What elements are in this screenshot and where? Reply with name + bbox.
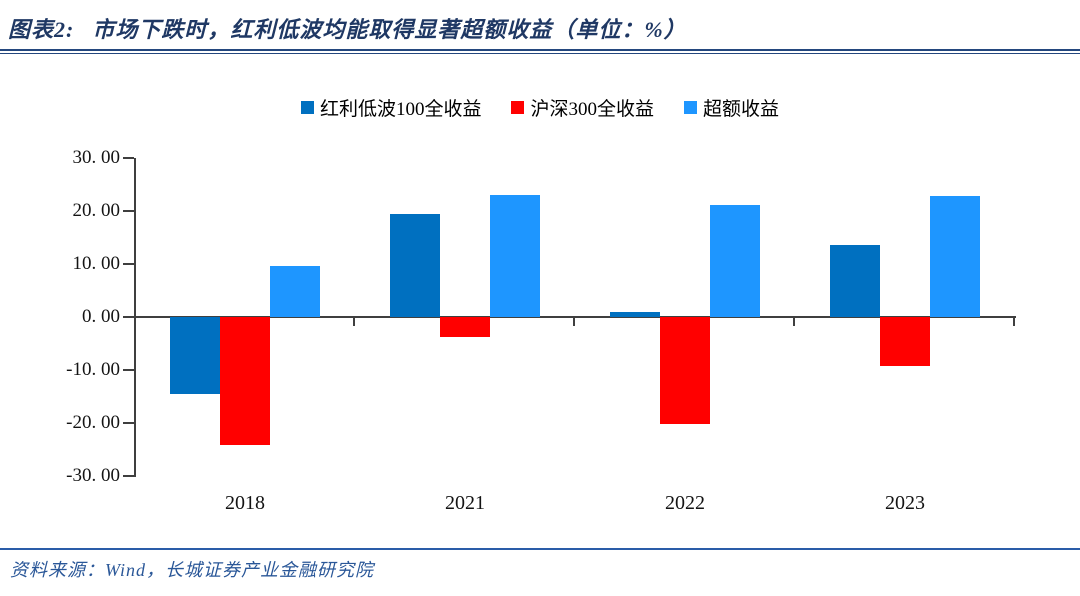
category-tick bbox=[1013, 317, 1015, 326]
bar-超额收益-2023 bbox=[930, 195, 980, 317]
category-tick bbox=[353, 317, 355, 326]
source-note: 资料来源：Wind，长城证券产业金融研究院 bbox=[10, 560, 375, 580]
x-tick-label: 2021 bbox=[445, 492, 485, 514]
bar-超额收益-2022 bbox=[710, 205, 760, 317]
y-axis-tick bbox=[123, 369, 134, 371]
legend-item-excess-return: 超额收益 bbox=[684, 94, 779, 121]
x-tick-label: 2023 bbox=[885, 492, 925, 514]
y-tick-label: 30. 00 bbox=[72, 147, 121, 168]
bar-超额收益-2021 bbox=[490, 194, 540, 317]
figure-title: 图表2: 市场下跌时，红利低波均能取得显著超额收益（单位：%） bbox=[8, 12, 1068, 44]
category-tick bbox=[793, 317, 795, 326]
x-tick-label: 2022 bbox=[665, 492, 705, 514]
y-axis-tick bbox=[123, 316, 134, 318]
chart-legend: 红利低波100全收益 沪深300全收益 超额收益 bbox=[0, 94, 1080, 121]
y-tick-label: 0. 00 bbox=[82, 306, 120, 327]
legend-label-excess-return: 超额收益 bbox=[703, 99, 780, 120]
bar-沪深300全收益-2018 bbox=[220, 317, 270, 446]
y-axis-tick bbox=[123, 475, 134, 477]
y-tick-label: -10. 00 bbox=[66, 359, 120, 380]
bar-沪深300全收益-2021 bbox=[440, 317, 490, 337]
y-axis-tick bbox=[123, 422, 134, 424]
category-tick bbox=[573, 317, 575, 326]
legend-label-dividend-lowvol: 红利低波100全收益 bbox=[319, 99, 482, 120]
y-axis-tick bbox=[123, 210, 134, 212]
bar-超额收益-2018 bbox=[270, 265, 320, 317]
figure-title-text: 市场下跌时，红利低波均能取得显著超额收益（单位：%） bbox=[92, 17, 687, 42]
bar-沪深300全收益-2022 bbox=[660, 317, 710, 425]
legend-swatch-dividend-lowvol bbox=[300, 101, 314, 114]
y-axis-tick bbox=[123, 263, 134, 265]
legend-label-csi300: 沪深300全收益 bbox=[530, 99, 654, 120]
y-tick-label: 10. 00 bbox=[72, 253, 121, 274]
legend-swatch-csi300 bbox=[511, 101, 525, 114]
header-rule-thick bbox=[0, 49, 1080, 51]
footer-rule bbox=[0, 548, 1080, 550]
legend-item-csi300: 沪深300全收益 bbox=[511, 94, 654, 121]
legend-item-dividend-lowvol: 红利低波100全收益 bbox=[300, 94, 482, 121]
bar-红利低波100全收益-2023 bbox=[830, 245, 880, 317]
x-axis-zero-line bbox=[134, 316, 1016, 318]
y-axis-tick bbox=[123, 157, 134, 159]
y-tick-label: -30. 00 bbox=[66, 465, 120, 486]
bar-红利低波100全收益-2021 bbox=[390, 213, 440, 317]
x-tick-label: 2018 bbox=[225, 492, 265, 514]
bar-沪深300全收益-2023 bbox=[880, 317, 930, 367]
legend-swatch-excess-return bbox=[684, 101, 697, 114]
y-tick-label: 20. 00 bbox=[72, 200, 121, 221]
header-rule-thin bbox=[0, 53, 1080, 54]
y-tick-label: -20. 00 bbox=[66, 412, 120, 433]
figure-number: 图表2: bbox=[8, 17, 75, 42]
bar-红利低波100全收益-2022 bbox=[610, 312, 660, 317]
bar-红利低波100全收益-2018 bbox=[170, 317, 220, 394]
